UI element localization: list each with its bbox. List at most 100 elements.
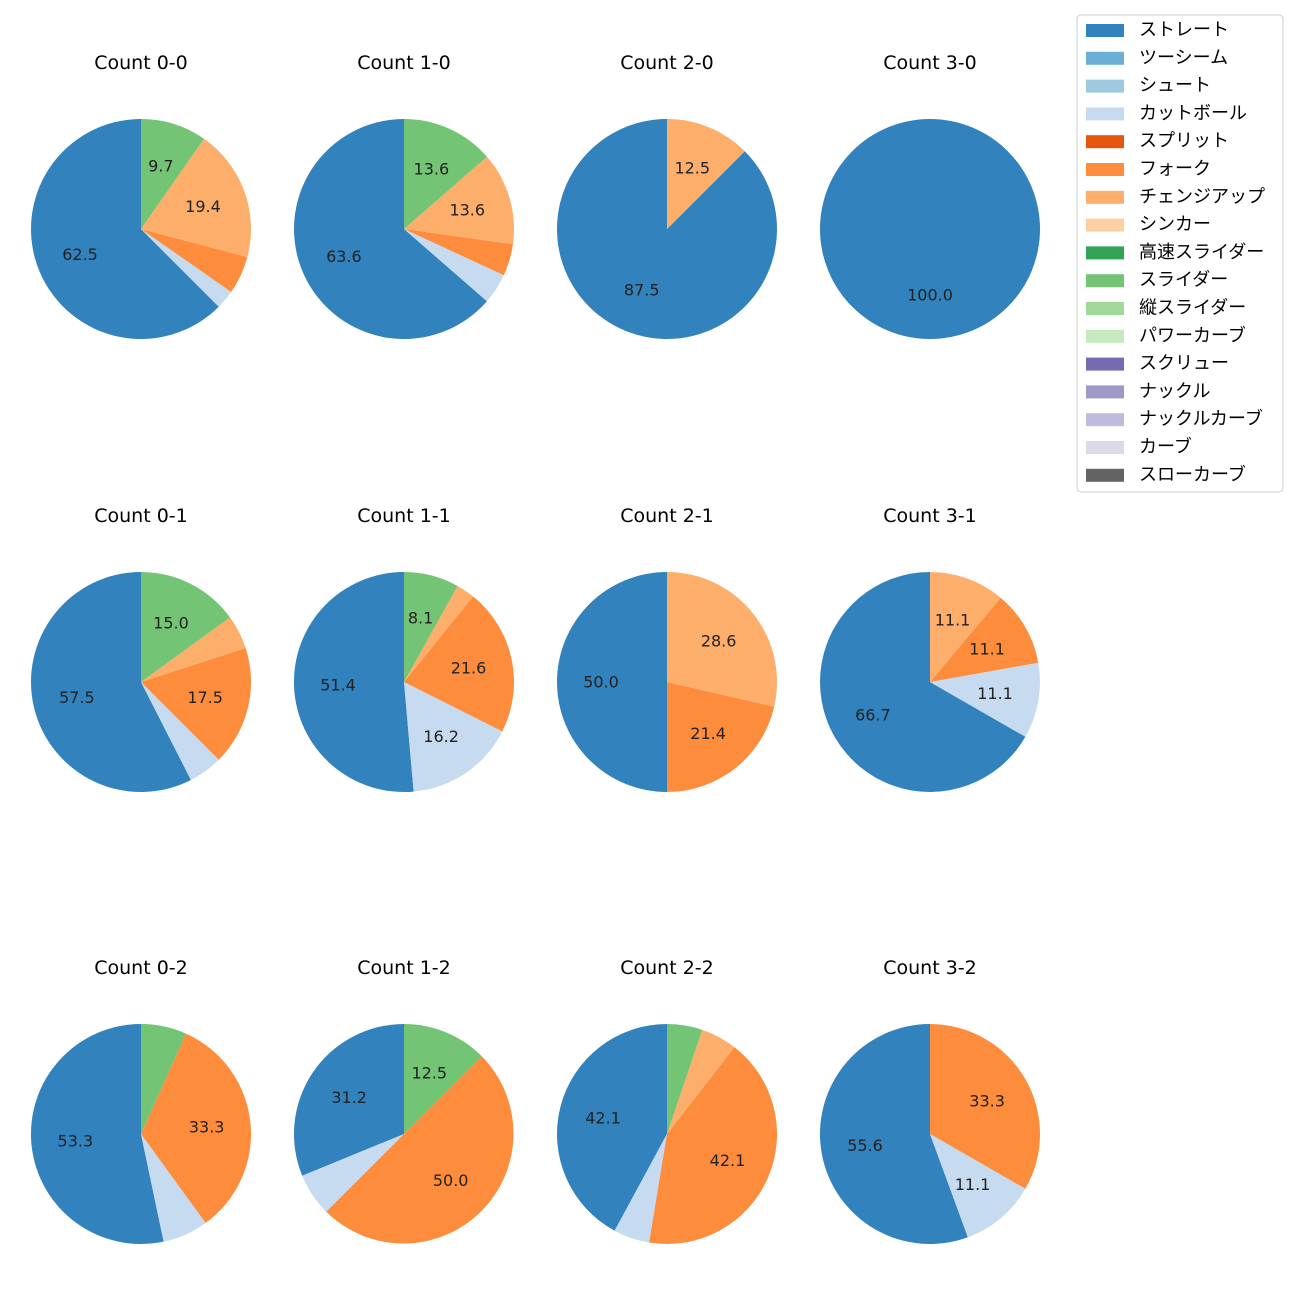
legend-swatch (1086, 51, 1124, 65)
pie-slice-label: 28.6 (701, 631, 737, 650)
legend-swatch (1086, 79, 1124, 93)
legend-item: カットボール (1086, 103, 1247, 124)
pie-slice-チェンジアップ (141, 138, 251, 258)
pie-slice-label: 66.7 (855, 706, 891, 725)
pie-slice-label: 31.2 (331, 1088, 367, 1107)
pie-count-2-0: Count 2-0 87.5 12.5 (556, 52, 777, 339)
pie-slice-label: 100.0 (907, 286, 953, 305)
pie-count-0-0: Count 0-0 62.5 19.4 9.7 (30, 52, 251, 339)
pie-slice-ストレート (556, 119, 777, 339)
legend-item: スライダー (1086, 270, 1228, 291)
pie-slice-カットボール (141, 682, 219, 781)
legend-swatch (1086, 135, 1124, 149)
pie-slice-label: 11.1 (977, 684, 1013, 703)
legend-item: スクリュー (1086, 353, 1229, 374)
pie-slice-label: 12.5 (674, 159, 710, 178)
legend-item: フォーク (1086, 159, 1211, 180)
pie-slice-label: 21.4 (690, 724, 726, 743)
pie-slice-label: 63.6 (326, 247, 362, 266)
pie-slice-スライダー (141, 572, 230, 682)
legend-label: パワーカーブ (1139, 324, 1246, 346)
pie-slice-スライダー (404, 119, 487, 229)
pie-slice-ストレート (820, 119, 1040, 339)
pie-count-1-2: Count 1-2 31.2 50.0 12.5 (293, 957, 514, 1244)
pie-slice-カットボール (404, 229, 504, 302)
pie-slice-label: 33.3 (969, 1091, 1005, 1110)
legend-swatch (1086, 357, 1124, 371)
pie-slice-label: 11.1 (955, 1175, 991, 1194)
legend-item: 高速スライダー (1086, 242, 1264, 263)
legend-label: チェンジアップ (1139, 186, 1265, 207)
pie-slice-チェンジアップ (404, 156, 514, 245)
pie-title: Count 0-0 (94, 52, 188, 74)
pie-count-0-2: Count 0-2 53.3 33.3 (30, 957, 252, 1244)
legend-label: シュート (1139, 75, 1211, 96)
pie-title: Count 3-1 (883, 505, 977, 527)
pie-slice-ストレート (30, 1024, 164, 1244)
pie-slice-スライダー (667, 1024, 703, 1134)
pie-slice-ストレート (293, 1024, 404, 1176)
legend-swatch (1086, 385, 1124, 399)
pie-slice-ストレート (30, 572, 191, 792)
legend-item: シュート (1086, 75, 1211, 96)
legend-item: カーブ (1086, 436, 1192, 458)
pie-slice-チェンジアップ (404, 585, 474, 682)
pie-slice-ストレート (557, 572, 667, 792)
pie-slice-label: 33.3 (189, 1118, 225, 1137)
pie-slice-カットボール (141, 229, 232, 307)
pie-slice-ストレート (819, 1024, 968, 1244)
pie-slice-label: 15.0 (153, 614, 189, 633)
pie-slice-スライダー (404, 572, 458, 682)
pie-slice-フォーク (930, 1023, 1041, 1189)
legend-item: スローカーブ (1086, 463, 1246, 485)
pie-count-3-1: Count 3-1 66.7 11.1 11.1 11.1 (820, 505, 1040, 792)
pie-slice-チェンジアップ (141, 617, 246, 682)
pie-slice-カットボール (302, 1134, 404, 1212)
legend-label: スクリュー (1139, 353, 1229, 374)
legend-swatch (1086, 274, 1124, 288)
pie-slice-label: 57.5 (59, 688, 95, 707)
pie-count-2-1: Count 2-1 50.0 21.4 28.6 (557, 505, 778, 792)
legend-label: カーブ (1139, 436, 1192, 458)
legend-item: ツーシーム (1086, 47, 1228, 68)
pie-slice-フォーク (404, 596, 514, 732)
legend-label: ストレート (1139, 20, 1229, 41)
pie-slice-カットボール (404, 682, 503, 792)
pie-slice-スライダー (404, 1024, 482, 1134)
legend-swatch (1086, 163, 1124, 176)
pie-count-3-2: Count 3-2 55.6 11.1 33.3 (819, 957, 1041, 1244)
pie-slice-label: 50.0 (433, 1171, 469, 1190)
pie-count-2-2: Count 2-2 42.1 42.1 (557, 957, 778, 1245)
legend-label: フォーク (1139, 159, 1211, 180)
pie-slice-チェンジアップ (667, 572, 778, 707)
pie-slice-label: 16.2 (423, 727, 459, 746)
pie-slice-フォーク (667, 682, 775, 792)
pie-count-0-1: Count 0-1 57.5 17.5 15.0 (30, 505, 252, 792)
pie-title: Count 0-2 (94, 957, 188, 979)
legend-item: 縦スライダー (1086, 298, 1246, 319)
legend-item: ナックルカーブ (1086, 408, 1263, 430)
legend-swatch (1086, 468, 1124, 482)
legend-swatch (1086, 190, 1124, 204)
pie-slice-label: 55.6 (847, 1136, 883, 1155)
pie-slice-label: 11.1 (935, 610, 971, 629)
pie-title: Count 3-0 (883, 52, 977, 74)
pie-count-1-0: Count 1-0 63.6 13.6 13.6 (293, 52, 514, 339)
pie-slice-フォーク (141, 1033, 252, 1223)
pie-slice-ストレート (557, 1024, 667, 1231)
pie-slice-チェンジアップ (667, 119, 745, 229)
legend-item: シンカー (1086, 214, 1211, 235)
pie-slice-スライダー (141, 119, 204, 229)
pie-slice-フォーク (141, 648, 252, 760)
pie-slice-ストレート (293, 571, 414, 792)
legend-item: チェンジアップ (1086, 186, 1265, 207)
legend-swatch (1086, 24, 1124, 37)
pie-title: Count 1-2 (357, 957, 451, 979)
pie-title: Count 2-1 (620, 505, 714, 527)
legend-label: ナックルカーブ (1139, 408, 1263, 430)
pie-slice-カットボール (930, 1134, 1026, 1238)
pie-slice-label: 51.4 (320, 675, 356, 694)
legend-swatch (1086, 329, 1124, 343)
pie-slice-フォーク (404, 229, 513, 276)
